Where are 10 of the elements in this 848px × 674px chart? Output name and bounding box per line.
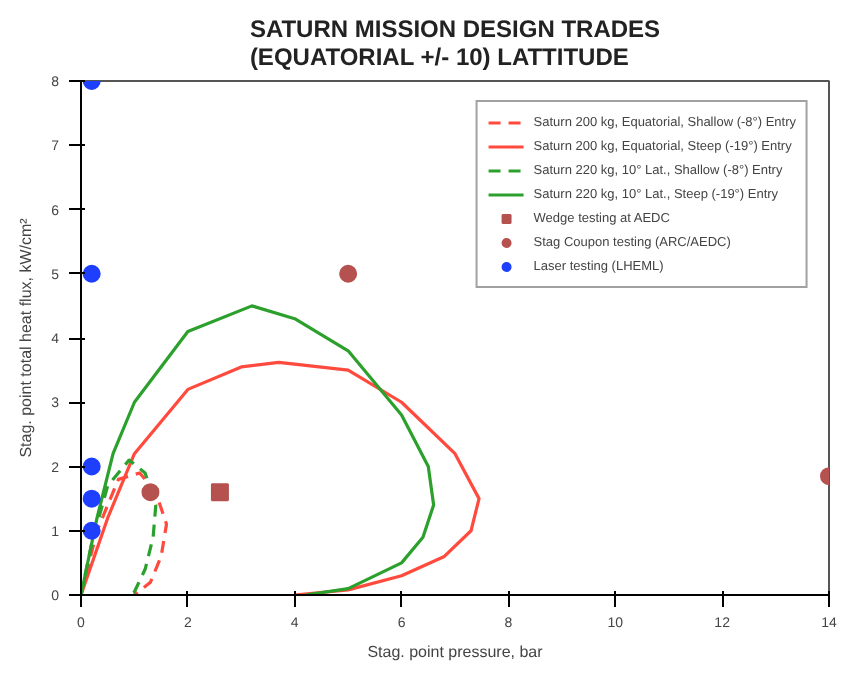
point — [141, 483, 160, 502]
point — [339, 264, 358, 283]
x-axis-title: Stag. point pressure, bar — [367, 643, 544, 661]
chart-title: SATURN MISSION DESIGN TRADES (EQUATORIAL +/- 10) LATTITUDE — [249, 15, 661, 71]
point — [82, 489, 101, 508]
point — [82, 457, 101, 476]
point — [82, 521, 101, 540]
point — [210, 483, 229, 502]
point — [82, 264, 101, 283]
y-axis-title: Stag. point total heat flux, kW/cm² — [17, 217, 36, 458]
